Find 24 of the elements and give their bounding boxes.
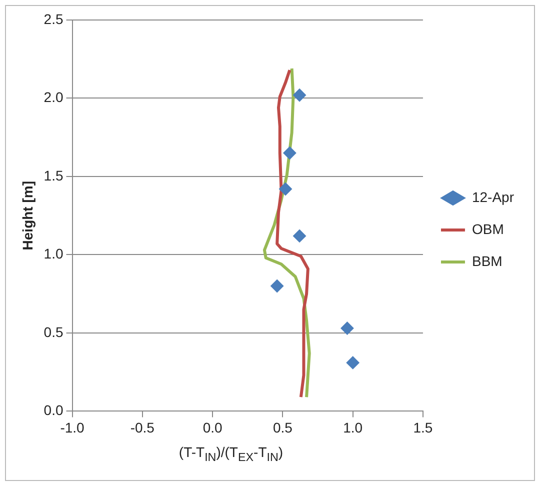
point [293,88,306,102]
x-tick-label: -0.5 [130,419,155,436]
x-tick-label: 1.0 [343,419,363,436]
legend-label: 12-Apr [472,188,514,205]
y-tick-label: 0.0 [44,402,64,418]
y-tick-label: 2.5 [44,10,64,27]
x-tick-label: 1.5 [413,419,433,436]
x-tick-label: -1.0 [60,419,85,436]
point [279,182,292,196]
point [270,280,284,293]
x-tick-label: 0.5 [272,419,293,436]
y-tick-label: 0.5 [44,324,64,340]
x-tick-label: 0.0 [202,419,222,436]
y-tick-label: 1.5 [44,167,64,184]
y-axis-title: Height [m] [19,180,36,250]
x-axis-title: (T-T$_{IN}$)/(T$_{EX}$-T$_{IN}$) [178,444,284,464]
point [340,322,354,335]
point [293,229,306,242]
point [346,356,360,370]
point [283,146,296,160]
legend-label: OBM [472,220,504,237]
legend-label: BBM [472,252,502,269]
y-tick-label: 2.0 [44,89,64,106]
y-tick-label: 1.0 [44,246,64,262]
